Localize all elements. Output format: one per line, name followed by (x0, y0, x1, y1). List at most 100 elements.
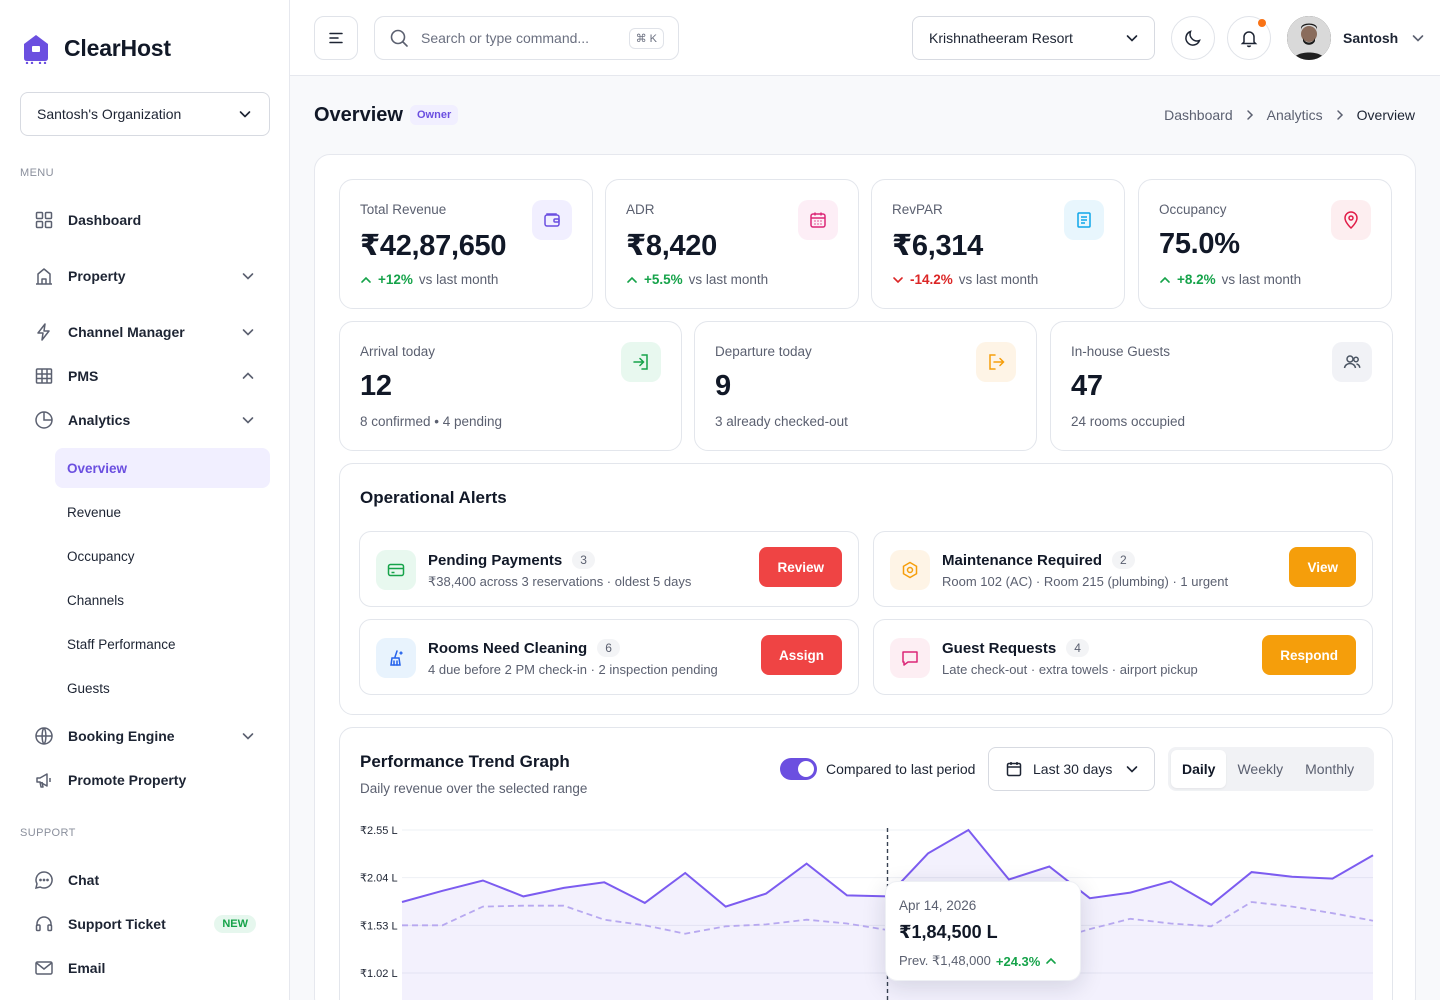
sidebar-item-chat[interactable]: Chat (20, 860, 270, 900)
sidebar-item-dashboard[interactable]: Dashboard (20, 200, 270, 240)
sidebar-item-booking-engine[interactable]: Booking Engine (20, 716, 270, 756)
date-range-select[interactable]: Last 30 days (988, 747, 1155, 791)
compare-toggle[interactable]: Compared to last period (780, 758, 975, 780)
tooltip-change: +24.3% (995, 953, 1041, 969)
alert-name-text: Maintenance Required (942, 551, 1103, 569)
sidebar-item-support-ticket[interactable]: Support Ticket NEW (20, 904, 270, 944)
sidebar-item-channel-manager[interactable]: Channel Manager (20, 312, 270, 352)
search-input[interactable] (421, 30, 629, 46)
breadcrumb: Dashboard Analytics Overview (1164, 107, 1415, 123)
kpi-card-occupancy: Occupancy 75.0% +8.2% vs last month (1138, 179, 1392, 309)
sidebar-item-label: Property (68, 268, 126, 284)
sidebar-subitem-channels[interactable]: Channels (67, 592, 125, 608)
hamburger-icon (329, 32, 343, 44)
calendar-icon (1006, 762, 1022, 777)
alert-pending-payments: Pending Payments 3 ₹38,400 across 3 reser… (359, 531, 859, 607)
chart-tooltip: Apr 14, 2026 ₹1,84,500 L Prev. ₹1,48,000… (885, 881, 1081, 981)
search-bar[interactable]: ⌘ K (374, 16, 679, 60)
organization-name: Santosh's Organization (37, 106, 182, 122)
tab-monthly[interactable]: Monthly (1294, 750, 1365, 788)
sidebar-subitem-revenue[interactable]: Revenue (67, 504, 122, 520)
notification-dot (1258, 19, 1266, 27)
user-menu[interactable]: Santosh (1287, 16, 1426, 60)
kpi-card-revpar: RevPAR ₹6,314 -14.2% vs last month (871, 179, 1125, 309)
theme-toggle-button[interactable] (1171, 16, 1215, 60)
bell-icon (1240, 31, 1258, 48)
alert-desc: Late check-out · extra towels · airport … (942, 662, 1198, 677)
alert-name: Rooms Need Cleaning 6 (428, 639, 620, 657)
toggle-switch[interactable] (780, 758, 817, 780)
y-tick-label: ₹2.55 L (360, 825, 398, 837)
tooltip-date: Apr 14, 2026 (899, 898, 977, 913)
arrow-down-icon (893, 276, 903, 283)
date-range-value: Last 30 days (1033, 761, 1113, 777)
wallet-icon (532, 200, 572, 240)
kpi-change-suffix: vs last month (958, 272, 1039, 287)
sidebar-item-email[interactable]: Email (20, 948, 270, 988)
assign-button[interactable]: Assign (760, 635, 842, 675)
cleaning-icon (376, 638, 416, 678)
tab-daily[interactable]: Daily (1171, 750, 1227, 788)
message-icon (890, 638, 930, 678)
alert-name: Guest Requests 4 (942, 639, 1089, 657)
notifications-button[interactable] (1227, 16, 1271, 60)
card-label: Departure today (715, 344, 812, 359)
sidebar-item-property[interactable]: Property (20, 256, 270, 296)
users-icon (1332, 342, 1372, 382)
menu-toggle-button[interactable] (314, 16, 358, 60)
kpi-change-value: +5.5% (644, 272, 683, 287)
chevron-right-icon (1336, 110, 1343, 120)
alert-guest-requests: Guest Requests 4 Late check-out · extra t… (873, 619, 1373, 695)
y-tick-label: ₹1.53 L (360, 920, 398, 932)
alert-desc: 4 due before 2 PM check-in · 2 inspectio… (428, 662, 718, 677)
sidebar-item-label: Chat (68, 872, 100, 888)
sidebar-item-label: PMS (68, 368, 99, 384)
breadcrumb-analytics[interactable]: Analytics (1266, 107, 1323, 123)
kpi-label: Total Revenue (360, 202, 447, 217)
alert-count: 2 (1112, 551, 1135, 569)
kpi-value: ₹6,314 (892, 230, 983, 262)
pie-chart-icon (34, 410, 54, 430)
credit-card-icon (376, 550, 416, 590)
chevron-down-icon (1126, 766, 1138, 773)
new-badge: NEW (214, 915, 256, 933)
sidebar-subitem-guests[interactable]: Guests (67, 680, 110, 696)
menu-section-label: MENU (20, 167, 54, 179)
card-value: 47 (1071, 370, 1103, 402)
property-select[interactable]: Krishnatheeram Resort (912, 16, 1155, 60)
card-label: In-house Guests (1071, 344, 1171, 359)
tab-weekly[interactable]: Weekly (1226, 750, 1294, 788)
kpi-value: ₹8,420 (626, 230, 717, 262)
hex-nut-icon (890, 550, 930, 590)
sidebar-item-label: Support Ticket (68, 916, 166, 932)
sidebar-subitem-occupancy[interactable]: Occupancy (67, 548, 135, 564)
sidebar-item-promote-property[interactable]: Promote Property (20, 760, 270, 800)
review-button[interactable]: Review (759, 547, 842, 587)
view-button[interactable]: View (1289, 547, 1356, 587)
sidebar-item-analytics[interactable]: Analytics (20, 400, 270, 440)
tooltip-prev-value: Prev. ₹1,48,000 (899, 953, 991, 968)
card-sub: 3 already checked-out (715, 414, 848, 429)
chevron-down-icon (1412, 35, 1424, 42)
trend-chart: ₹2.55 L ₹2.04 L ₹1.53 L ₹1.02 L (360, 825, 1374, 1000)
kpi-card-adr: ADR ₹8,420 +5.5% vs last month (605, 179, 859, 309)
sidebar-subitem-staff-performance[interactable]: Staff Performance (67, 636, 176, 652)
operational-alerts-card: Operational Alerts Pending Payments 3 ₹38… (339, 463, 1393, 715)
chevron-down-icon (242, 273, 254, 280)
organization-select[interactable]: Santosh's Organization (20, 92, 270, 136)
breadcrumb-dashboard[interactable]: Dashboard (1164, 107, 1233, 123)
sidebar-item-pms[interactable]: PMS (20, 356, 270, 396)
alert-name-text: Pending Payments (428, 551, 563, 569)
chevron-down-icon (242, 733, 254, 740)
sidebar-subitem-overview[interactable]: Overview (55, 448, 270, 488)
chart-subtitle: Daily revenue over the selected range (360, 781, 588, 796)
chart-title: Performance Trend Graph (360, 752, 570, 771)
kpi-card-total-revenue: Total Revenue ₹42,87,650 +12% vs last mo… (339, 179, 593, 309)
alert-name: Pending Payments 3 (428, 551, 595, 569)
respond-button[interactable]: Respond (1262, 635, 1356, 675)
granularity-tabs: Daily Weekly Monthly (1168, 747, 1374, 791)
kpi-change-value: +12% (378, 272, 413, 287)
top-header: ⌘ K Krishnatheeram Resort Santosh (290, 0, 1440, 76)
logo[interactable]: ClearHost (20, 32, 171, 64)
kpi-change: +12% vs last month (360, 272, 498, 287)
